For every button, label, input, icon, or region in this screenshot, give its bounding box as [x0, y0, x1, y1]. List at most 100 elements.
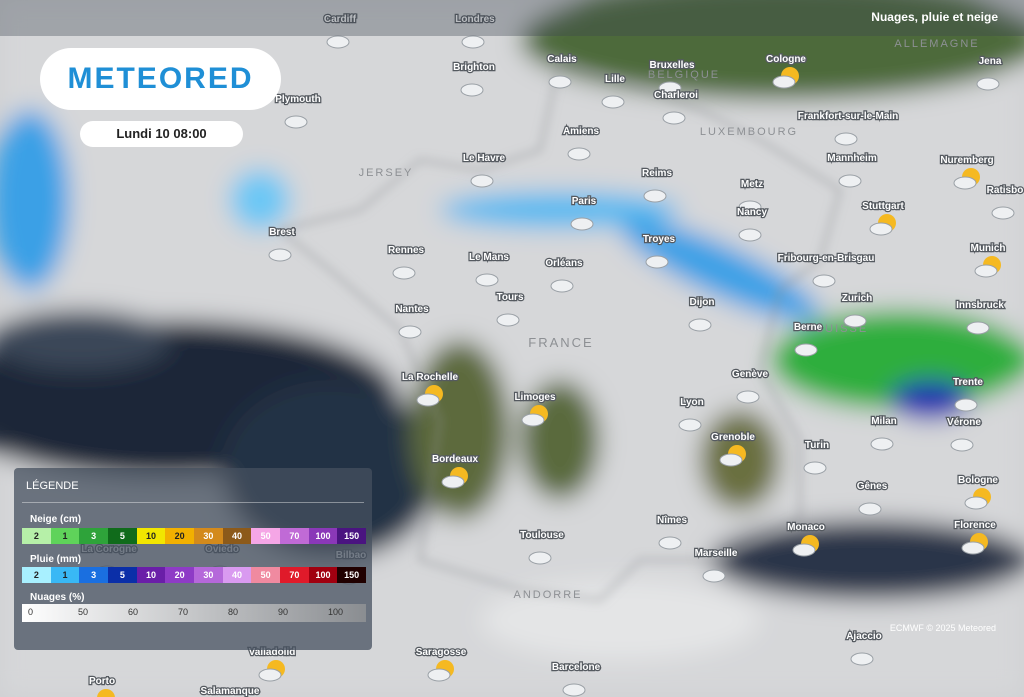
- city[interactable]: Reims: [641, 167, 674, 203]
- country-label: ANDORRE: [513, 589, 582, 601]
- city[interactable]: Grenoble: [710, 431, 757, 467]
- city[interactable]: Brighton: [452, 61, 496, 97]
- borders: [277, 58, 842, 602]
- city[interactable]: Munich: [969, 242, 1007, 278]
- city[interactable]: Limoges: [513, 391, 557, 427]
- city[interactable]: Metz: [738, 178, 764, 214]
- city[interactable]: Plymouth: [274, 93, 322, 129]
- city[interactable]: Jena: [976, 55, 1003, 91]
- layer-name[interactable]: Nuages, pluie et neige: [871, 10, 998, 24]
- city[interactable]: Amiens: [562, 125, 601, 161]
- city[interactable]: Ratisbo: [985, 184, 1024, 220]
- cloud-icon: [326, 35, 350, 49]
- city[interactable]: Marseille: [693, 547, 739, 583]
- city[interactable]: Barcelone: [551, 661, 602, 697]
- city[interactable]: Bordeaux: [431, 453, 480, 489]
- city[interactable]: Saragosse: [414, 646, 468, 682]
- city[interactable]: Calais: [546, 53, 578, 89]
- city[interactable]: Berne: [793, 321, 824, 357]
- city[interactable]: Cologne: [765, 53, 808, 89]
- city[interactable]: Stuttgart: [861, 200, 906, 236]
- city[interactable]: Brest: [268, 226, 297, 262]
- city[interactable]: Gênes: [855, 480, 889, 516]
- city-label: Mannheim: [827, 153, 877, 164]
- logo[interactable]: METEORED: [40, 48, 281, 110]
- rain-step: 70: [280, 567, 309, 583]
- city[interactable]: Dijon: [688, 296, 716, 332]
- city[interactable]: Monaco: [786, 521, 826, 557]
- cloud-icon: [974, 264, 998, 278]
- city[interactable]: Bruxelles: [648, 59, 696, 95]
- city[interactable]: Nîmes: [656, 514, 689, 550]
- city[interactable]: Frankfort-sur-le-Main: [796, 110, 900, 146]
- city[interactable]: Rennes: [387, 244, 426, 280]
- city[interactable]: Charleroi: [653, 89, 699, 125]
- city[interactable]: Cardiff: [323, 13, 358, 49]
- rain-step: 1: [50, 567, 80, 583]
- cloud-icon: [772, 75, 796, 89]
- city-label: Calais: [547, 54, 577, 65]
- rain-step: 150: [337, 567, 366, 583]
- rain-step: 10: [136, 567, 166, 583]
- city[interactable]: Orléans: [544, 257, 584, 293]
- city-label: Reims: [642, 168, 672, 179]
- city[interactable]: Toulouse: [519, 529, 566, 565]
- cloud-icon: [284, 115, 308, 129]
- cloud-icon: [398, 325, 422, 339]
- city-label: Gênes: [857, 481, 888, 492]
- city-label: Brest: [269, 227, 295, 238]
- city[interactable]: Nantes: [394, 303, 430, 339]
- city[interactable]: Bologne: [957, 474, 1000, 510]
- city-label: Marseille: [695, 548, 738, 559]
- city-label: Le Havre: [463, 153, 506, 164]
- city[interactable]: Le Mans: [468, 251, 511, 287]
- city-label: Grenoble: [711, 432, 755, 443]
- cloud-icon: [953, 176, 977, 190]
- legend-separator: [22, 502, 364, 503]
- city[interactable]: Zurich: [840, 292, 874, 328]
- cloud-icon: [812, 274, 836, 288]
- cloud-icon: [460, 83, 484, 97]
- cloud-icon: [461, 35, 485, 49]
- city[interactable]: Nuremberg: [939, 154, 995, 190]
- date[interactable]: Lundi 10 08:00: [80, 121, 243, 147]
- city[interactable]: Tours: [495, 291, 525, 327]
- city[interactable]: Fribourg-en-Brisgau: [776, 252, 876, 288]
- city[interactable]: Le Havre: [462, 152, 507, 188]
- cloud-icon: [475, 273, 499, 287]
- city[interactable]: Londres: [454, 13, 496, 49]
- cloud-icon: [966, 321, 990, 335]
- city[interactable]: Lille: [601, 73, 627, 109]
- city[interactable]: Innsbruck: [955, 299, 1006, 335]
- cloud-icon: [427, 668, 451, 682]
- city[interactable]: Ajaccio: [845, 630, 883, 666]
- city-label: Salamanque: [201, 686, 260, 697]
- city[interactable]: Florence: [953, 519, 998, 555]
- snow-step: 40: [222, 528, 252, 544]
- clouds-step: 100: [328, 607, 344, 617]
- cloud-icon: [976, 77, 1000, 91]
- city[interactable]: Salamanque: [199, 685, 261, 697]
- city[interactable]: Vérone: [946, 416, 983, 452]
- cloud-icon: [643, 189, 667, 203]
- city[interactable]: Mannheim: [826, 152, 878, 188]
- city[interactable]: Milan: [870, 415, 898, 451]
- city[interactable]: Genève: [731, 368, 770, 404]
- city[interactable]: Porto: [88, 675, 116, 697]
- city[interactable]: Turin: [803, 439, 830, 475]
- city[interactable]: Nancy: [736, 206, 769, 242]
- city[interactable]: Troyes: [642, 233, 677, 269]
- cloud-icon: [688, 318, 712, 332]
- snow-step: 150: [337, 528, 366, 544]
- cloud-icon: [678, 418, 702, 432]
- city[interactable]: Paris: [570, 195, 598, 231]
- snow-step: 50: [251, 528, 280, 544]
- clouds-step: 70: [178, 607, 189, 617]
- cloud-icon: [792, 543, 816, 557]
- city[interactable]: Lyon: [678, 396, 705, 432]
- city[interactable]: Trente: [952, 376, 985, 412]
- city-label: Le Mans: [469, 252, 509, 263]
- city[interactable]: La Rochelle: [401, 371, 460, 407]
- city-label: Orléans: [545, 258, 583, 269]
